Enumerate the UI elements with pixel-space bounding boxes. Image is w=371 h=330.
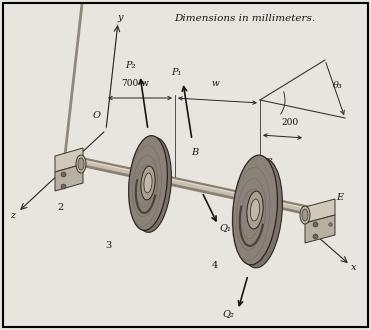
Text: Q₂: Q₂ (222, 309, 234, 318)
Text: B: B (191, 148, 198, 157)
Ellipse shape (250, 199, 260, 221)
Ellipse shape (302, 209, 308, 221)
Text: 700-w: 700-w (121, 79, 149, 88)
Ellipse shape (233, 155, 278, 265)
Text: w: w (211, 79, 219, 88)
Text: O: O (93, 111, 101, 120)
Polygon shape (55, 148, 83, 172)
Text: 4: 4 (212, 261, 218, 270)
Text: 200: 200 (282, 118, 299, 127)
Text: P₂: P₂ (125, 61, 135, 70)
Ellipse shape (247, 191, 263, 229)
Text: x: x (351, 263, 357, 273)
Polygon shape (305, 199, 335, 223)
Text: D: D (261, 221, 269, 230)
Ellipse shape (132, 138, 171, 232)
Ellipse shape (300, 206, 310, 224)
Ellipse shape (129, 136, 167, 230)
Ellipse shape (78, 158, 84, 170)
Ellipse shape (237, 158, 282, 268)
Text: y: y (117, 13, 123, 21)
Text: P₁: P₁ (171, 68, 181, 77)
Text: z: z (10, 211, 16, 219)
Text: θ₃: θ₃ (333, 81, 343, 90)
Ellipse shape (144, 173, 152, 193)
Text: 3: 3 (105, 241, 111, 250)
Polygon shape (305, 215, 335, 243)
Text: Dimensions in millimeters.: Dimensions in millimeters. (174, 14, 316, 23)
Ellipse shape (76, 155, 86, 173)
Text: Q₁: Q₁ (219, 223, 231, 232)
Polygon shape (55, 164, 83, 191)
Text: E: E (336, 193, 344, 202)
Text: C: C (264, 158, 272, 167)
Ellipse shape (141, 166, 155, 200)
Text: 2: 2 (57, 203, 63, 212)
